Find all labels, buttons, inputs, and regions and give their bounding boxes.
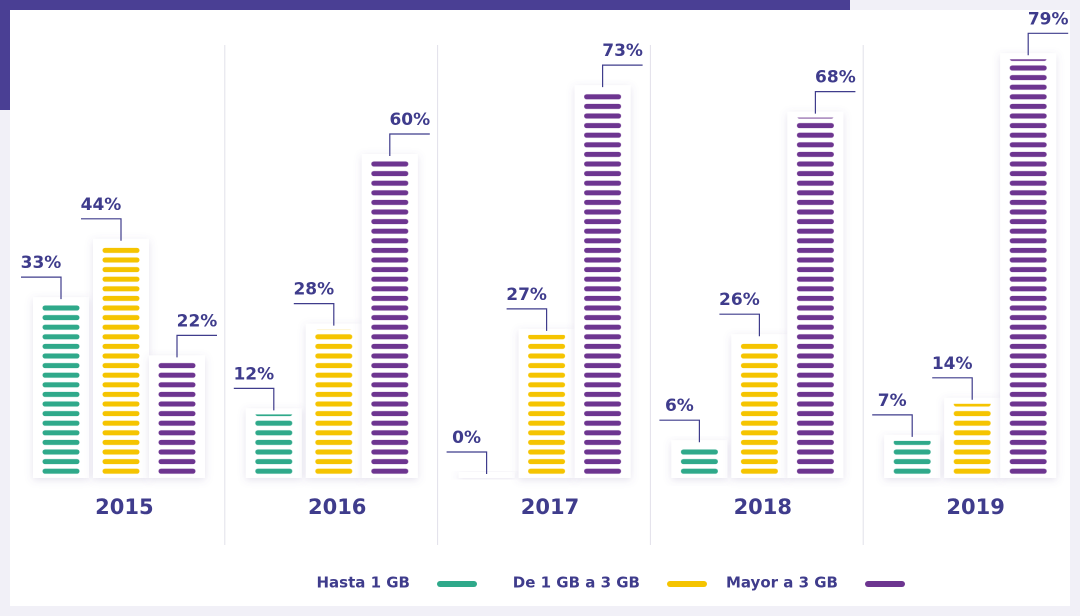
side-strip bbox=[0, 0, 12, 110]
label-leader bbox=[506, 308, 548, 331]
data-label: 79% bbox=[1028, 9, 1069, 29]
legend-label: De 1 GB a 3 GB bbox=[513, 574, 640, 592]
data-label: 26% bbox=[719, 290, 760, 310]
data-label: 28% bbox=[293, 280, 334, 300]
bar bbox=[1000, 59, 1057, 479]
data-label: 0% bbox=[452, 428, 481, 448]
label-leader bbox=[81, 218, 122, 241]
label-leader bbox=[601, 64, 643, 88]
label-leader bbox=[389, 133, 430, 156]
x-tick-label: 2016 bbox=[308, 495, 366, 519]
bar bbox=[884, 440, 941, 478]
bar bbox=[518, 334, 575, 478]
bar bbox=[574, 91, 631, 478]
data-label: 14% bbox=[932, 354, 973, 374]
data-label: 27% bbox=[506, 285, 547, 305]
bar bbox=[671, 446, 728, 478]
data-label: 22% bbox=[177, 311, 218, 331]
x-tick-label: 2015 bbox=[95, 495, 153, 519]
label-leader bbox=[659, 419, 701, 443]
data-label: 44% bbox=[81, 195, 122, 215]
data-label: 12% bbox=[233, 364, 274, 384]
bar-panel bbox=[458, 472, 515, 478]
data-label: 68% bbox=[815, 68, 856, 88]
x-tick-label: 2019 bbox=[946, 495, 1004, 519]
data-label: 7% bbox=[878, 391, 907, 411]
label-leader bbox=[21, 276, 62, 300]
bar bbox=[93, 244, 149, 478]
label-leader bbox=[932, 377, 973, 400]
label-leader bbox=[446, 451, 488, 474]
label-leader bbox=[233, 387, 275, 411]
x-tick-label: 2017 bbox=[521, 495, 579, 519]
data-label: 6% bbox=[665, 396, 694, 416]
label-leader bbox=[719, 313, 761, 337]
label-leader bbox=[176, 334, 217, 358]
bar bbox=[33, 303, 89, 478]
label-leader bbox=[872, 414, 913, 437]
label-leader bbox=[1027, 32, 1069, 56]
bar bbox=[731, 340, 788, 478]
data-label: 60% bbox=[389, 110, 430, 130]
data-label: 73% bbox=[602, 41, 643, 61]
x-tick-label: 2018 bbox=[734, 495, 792, 519]
bar bbox=[149, 361, 205, 478]
bar bbox=[245, 414, 302, 478]
bar bbox=[361, 160, 418, 478]
legend-label: Mayor a 3 GB bbox=[726, 574, 838, 592]
bar bbox=[305, 329, 362, 478]
data-label: 33% bbox=[21, 253, 62, 273]
label-leader bbox=[814, 90, 856, 114]
card bbox=[10, 10, 1070, 606]
bar bbox=[787, 117, 844, 478]
bar bbox=[944, 403, 1001, 478]
label-leader bbox=[293, 303, 335, 326]
legend-label: Hasta 1 GB bbox=[316, 574, 410, 592]
